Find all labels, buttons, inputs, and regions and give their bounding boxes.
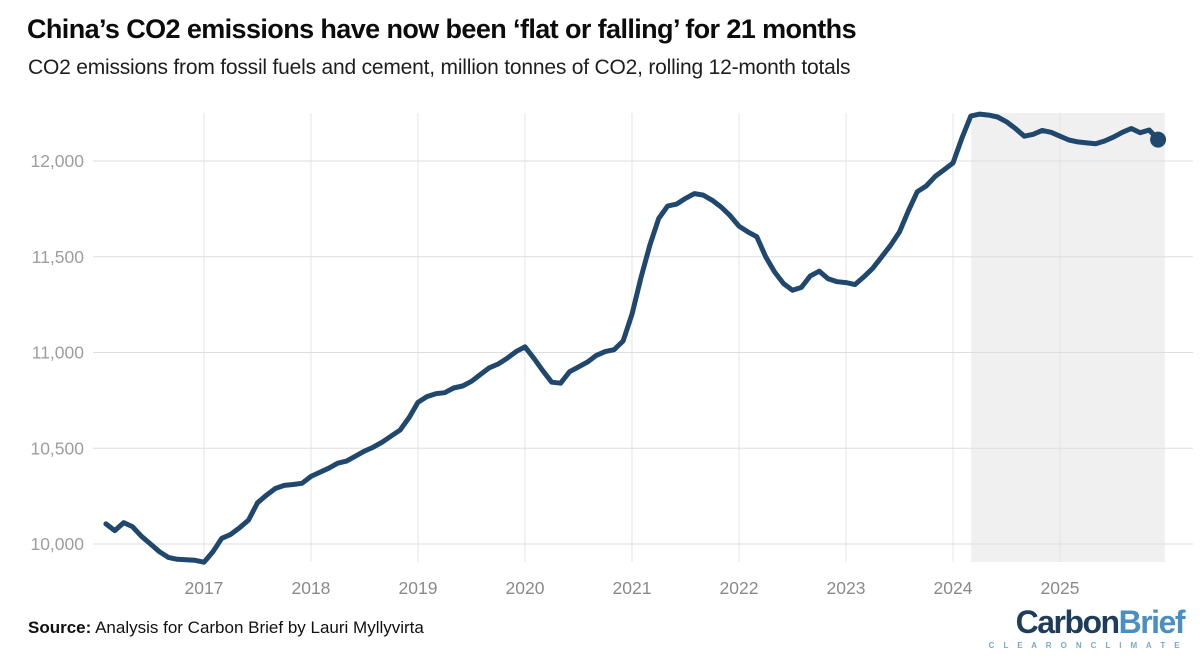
chart-title: China’s CO2 emissions have now been ‘fla… <box>27 14 857 44</box>
carbonbrief-logo: CarbonBrief C L E A R O N C L I M A T E <box>988 604 1186 650</box>
x-tick-label: 2020 <box>506 578 545 598</box>
y-tick-label: 10,000 <box>30 534 84 554</box>
source-label: Source: <box>28 618 92 637</box>
x-tick-label: 2022 <box>720 578 759 598</box>
y-tick-label: 11,500 <box>32 247 84 267</box>
emissions-line <box>103 111 1161 565</box>
x-tick-label: 2019 <box>399 578 438 598</box>
x-tick-label: 2025 <box>1041 578 1080 598</box>
y-tick-label: 12,000 <box>30 151 84 171</box>
highlight-region <box>971 113 1165 562</box>
source-note: Source: Analysis for Carbon Brief by Lau… <box>28 618 424 638</box>
x-tick-label: 2018 <box>291 578 330 598</box>
logo-carbon: Carbon <box>1015 604 1121 640</box>
logo-brief: Brief <box>1118 604 1186 640</box>
latest-point-dot <box>1150 131 1167 148</box>
x-tick-label: 2024 <box>934 578 973 598</box>
logo-tagline: C L E A R O N C L I M A T E <box>988 641 1183 650</box>
logo-wordmark: CarbonBrief <box>989 604 1186 640</box>
source-text: Analysis for Carbon Brief by Lauri Mylly… <box>91 618 424 637</box>
x-tick-label: 2021 <box>613 578 652 598</box>
chart-subtitle: CO2 emissions from fossil fuels and ceme… <box>28 56 851 79</box>
x-tick-label: 2017 <box>184 578 223 598</box>
x-tick-label: 2023 <box>827 578 866 598</box>
y-tick-label: 11,000 <box>32 343 84 363</box>
y-tick-label: 10,500 <box>30 438 84 458</box>
